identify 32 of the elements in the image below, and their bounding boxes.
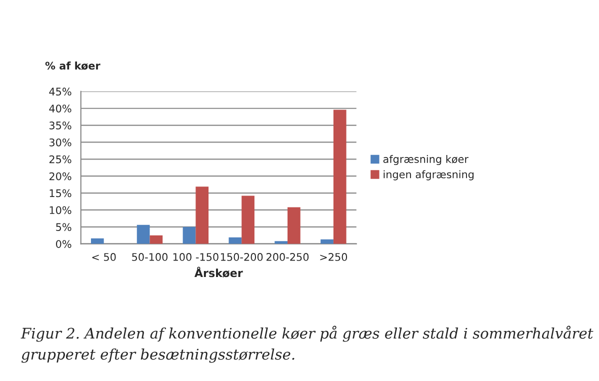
y-tick-label: 35% xyxy=(49,122,72,130)
bar xyxy=(150,235,163,244)
bar xyxy=(136,224,150,244)
y-tick-label: 25% xyxy=(49,155,72,164)
y-tick-label: 20% xyxy=(49,172,72,180)
y-tick-label: 10% xyxy=(50,206,72,214)
bar xyxy=(228,237,242,244)
y-tick-label: 15% xyxy=(50,189,72,198)
bar xyxy=(182,226,196,244)
legend-label: afgræsning køer xyxy=(383,154,468,166)
bar xyxy=(288,207,300,244)
x-tick-label: 50-100 xyxy=(132,253,168,261)
bar xyxy=(242,196,254,244)
y-tick-label: 30% xyxy=(49,138,72,146)
x-tick-label: >250 xyxy=(320,253,348,261)
text: Figur 2. Andelen af konventionelle køer på græs eller stald i sommerhalvåret grupperet efter besætningsstørrelse. xyxy=(20,326,594,363)
bar xyxy=(320,239,334,244)
x-tick-label: 100 -150 xyxy=(173,253,218,261)
x-tick-label: < 50 xyxy=(92,253,116,261)
y-axis-title: % af køer xyxy=(45,62,100,70)
y-tick-label: 0% xyxy=(56,240,72,248)
y-tick-label: 5% xyxy=(56,223,72,232)
x-tick-label: 200-250 xyxy=(266,253,309,261)
legend-label: ingen afgræsning xyxy=(384,170,474,180)
x-tick-label: 150-200 xyxy=(220,253,263,261)
y-tick-label: 45% xyxy=(49,88,72,96)
y-tick-label: 40% xyxy=(49,104,72,112)
x-axis-title: Årskøer xyxy=(194,266,243,278)
bar xyxy=(90,238,104,244)
bar xyxy=(274,241,288,244)
bar xyxy=(196,186,209,244)
bar xyxy=(333,110,346,244)
